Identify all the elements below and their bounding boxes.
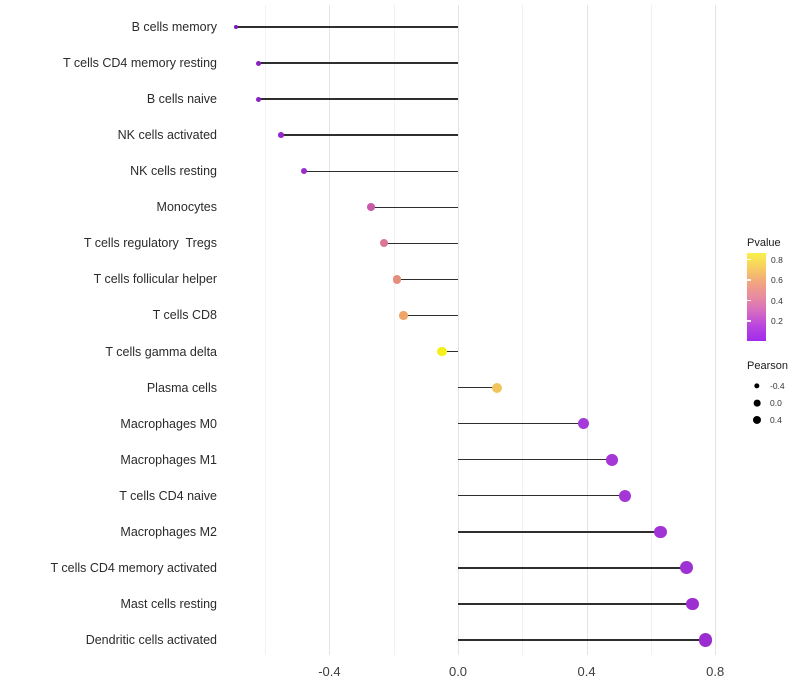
lollipop-dot: [234, 24, 239, 30]
pvalue-tick-mark: [747, 279, 751, 281]
lollipop-stem: [441, 350, 458, 353]
y-axis-label: T cells CD8: [152, 308, 217, 323]
lollipop-stem: [458, 567, 687, 569]
lollipop-stem: [303, 170, 458, 172]
lollipop-stem: [236, 26, 458, 28]
y-axis-label: Macrophages M0: [120, 416, 217, 431]
legend-pvalue-title: Pvalue: [747, 237, 781, 249]
lollipop-dot: [256, 60, 262, 66]
pvalue-tick-mark: [747, 258, 751, 261]
lollipop-dot: [619, 489, 632, 502]
gridline-minor: [265, 5, 267, 655]
y-axis-label: T cells CD4 memory activated: [50, 560, 218, 575]
lollipop-dot: [679, 561, 693, 575]
y-axis-label: Plasma cells: [146, 380, 217, 395]
gridline-major: [458, 5, 459, 655]
lollipop-dot: [399, 311, 408, 320]
y-axis-label: NK cells resting: [130, 164, 217, 179]
lollipop-stem: [458, 422, 584, 425]
pvalue-tick-label: 0.4: [771, 295, 783, 306]
gridline-minor: [650, 5, 652, 655]
pvalue-tick-label: 0.6: [771, 275, 783, 285]
pearson-legend-label: 0.0: [770, 398, 782, 408]
pvalue-tick-mark: [747, 320, 751, 322]
gridline-minor: [393, 5, 395, 655]
lollipop-stem: [458, 531, 661, 533]
y-axis-label: Macrophages M2: [120, 524, 217, 539]
lollipop-dot: [606, 453, 619, 466]
x-axis-tick-label: -0.4: [318, 664, 341, 679]
lollipop-stem: [396, 278, 458, 281]
y-axis-label: Dendritic cells activated: [85, 633, 217, 648]
pvalue-tick-label: 0.2: [771, 316, 783, 326]
gridline-major: [586, 5, 588, 655]
lollipop-dot: [699, 633, 713, 647]
lollipop-dot: [278, 132, 284, 138]
y-axis-label: Mast cells resting: [120, 596, 217, 611]
lollipop-dot: [577, 417, 590, 430]
pvalue-gradient-bar: [747, 253, 766, 341]
pearson-legend-dot: [754, 383, 760, 389]
lollipop-stem: [458, 603, 693, 605]
lollipop-stem: [458, 459, 613, 461]
y-axis-label: NK cells activated: [117, 128, 217, 143]
y-axis-label: T cells regulatory Tregs: [83, 236, 217, 251]
lollipop-dot: [392, 275, 402, 284]
y-axis-label: Monocytes: [156, 200, 217, 215]
legend-pearson-title: Pearson: [747, 360, 788, 372]
y-axis-label: B cells memory: [131, 20, 217, 34]
lollipop-dot: [380, 239, 389, 248]
y-axis-label: T cells CD4 naive: [119, 488, 217, 503]
lollipop-dot: [367, 203, 376, 212]
x-axis-tick-label: 0.0: [448, 664, 468, 679]
pvalue-tick-mark: [747, 299, 751, 302]
y-axis-label: T cells gamma delta: [105, 344, 217, 359]
lollipop-stem: [384, 242, 458, 245]
lollipop-stem: [403, 314, 458, 317]
lollipop-stem: [258, 62, 458, 64]
pearson-legend-dot: [753, 399, 761, 407]
lollipop-dot: [491, 382, 502, 393]
lollipop-dot: [300, 168, 307, 175]
pearson-legend-label: -0.4: [770, 381, 785, 391]
lollipop-stem: [458, 495, 626, 497]
y-axis-label: Macrophages M1: [120, 452, 217, 467]
lollipop-stem: [281, 134, 458, 136]
y-axis-label: B cells naive: [146, 92, 217, 107]
gridline-major: [329, 5, 331, 655]
pearson-legend-label: 0.4: [770, 415, 782, 425]
y-axis-label: T cells follicular helper: [93, 272, 217, 287]
lollipop-stem: [371, 206, 458, 208]
gridline-minor: [522, 5, 524, 655]
x-axis-tick-label: 0.8: [706, 664, 725, 679]
lollipop-dot: [437, 346, 447, 357]
lollipop-stem: [458, 386, 497, 389]
x-axis-tick-label: 0.4: [577, 664, 596, 679]
y-axis-label: T cells CD4 memory resting: [63, 56, 217, 71]
pearson-legend-dot: [752, 415, 762, 425]
lollipop-dot: [654, 525, 667, 539]
pvalue-tick-label: 0.8: [771, 254, 783, 265]
lollipop-dot: [686, 597, 700, 611]
lollipop-dot: [256, 96, 262, 102]
lollipop-stem: [458, 639, 706, 641]
lollipop-stem: [258, 98, 458, 100]
gridline-major: [715, 5, 717, 655]
